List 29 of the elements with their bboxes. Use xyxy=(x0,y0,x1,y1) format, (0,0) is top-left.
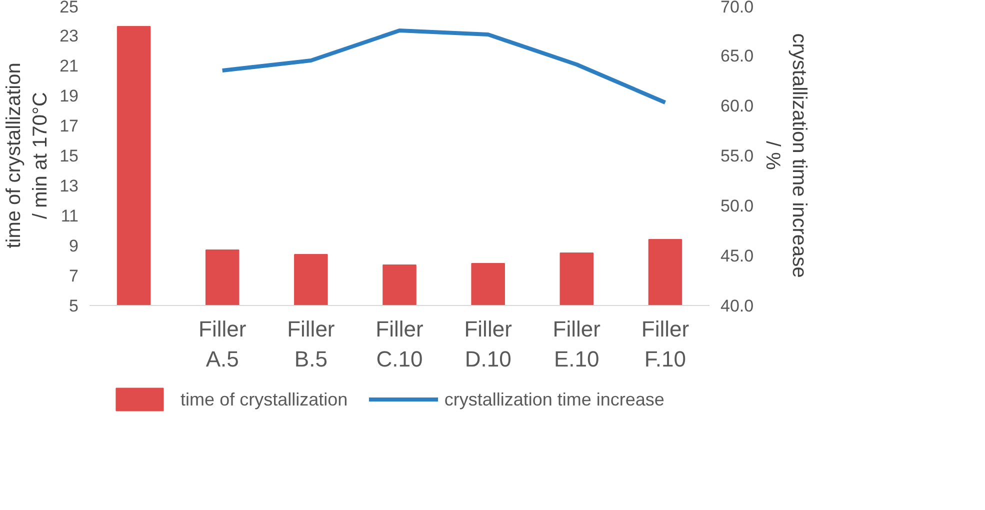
y2-tick-label: 60.0 xyxy=(720,96,754,116)
y2-tick-label: 65.0 xyxy=(720,46,754,66)
y-tick-label: 5 xyxy=(69,296,79,316)
x-tick-label: Filler F.10 xyxy=(641,316,690,372)
y2-tick-label: 55.0 xyxy=(720,146,754,166)
x-tick-label: Filler B.5 xyxy=(287,316,335,372)
x-tick-label: Filler E.10 xyxy=(552,316,600,372)
y-tick-label: 15 xyxy=(60,146,79,166)
line-series xyxy=(220,28,668,104)
y2-tick-label: 70.0 xyxy=(720,0,754,16)
legend-label: crystallization time increase xyxy=(444,390,664,410)
y2-tick-label: 40.0 xyxy=(720,296,754,316)
y-tick-label: 9 xyxy=(69,236,79,256)
y-tick-label: 11 xyxy=(60,206,79,226)
y-tick-label: 23 xyxy=(60,26,79,46)
x-tick-label: Filler C.10 xyxy=(376,316,424,372)
legend-label: time of crystallization xyxy=(180,390,348,410)
x-tick-label: Filler A.5 xyxy=(198,316,246,372)
y-tick-label: 25 xyxy=(60,0,79,16)
y-tick-label: 7 xyxy=(69,266,79,286)
y-tick-label: 13 xyxy=(60,176,79,196)
y2-tick-label: 50.0 xyxy=(720,196,754,216)
y2-tick-label: 45.0 xyxy=(720,246,754,266)
y-tick-label: 21 xyxy=(60,56,79,76)
x-tick-label: Filler D.10 xyxy=(464,316,512,372)
y-axis-title: time of crystallization / min at 170°C xyxy=(3,62,52,248)
y2-axis-title: crystallization time increase / % xyxy=(762,33,810,278)
y-tick-label: 17 xyxy=(60,116,79,136)
y-tick-label: 19 xyxy=(60,86,79,106)
